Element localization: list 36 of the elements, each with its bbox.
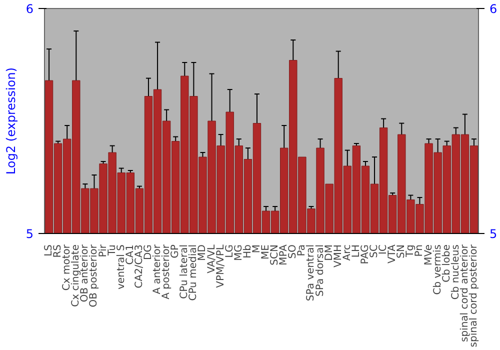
x-tick-label: SPa dorsal (314, 244, 326, 296)
x-tick-label: DM (324, 244, 335, 261)
x-tick-label: MVe (423, 244, 434, 266)
x-tick-label: Hb (242, 244, 254, 258)
x-tick-label: Cb vermis (432, 244, 444, 295)
x-tick-label: Pir (98, 244, 109, 258)
x-tick-label: VA/VL (206, 244, 218, 274)
y-axis-title: Log2 (expression) (4, 68, 18, 174)
x-tick-label: OB posterior (88, 244, 100, 308)
x-tick-label: VPM/VPL (215, 244, 226, 288)
x-tick-label: spinal cord posterior (468, 244, 480, 348)
x-tick-label: MD (197, 244, 208, 261)
y2-tick-label: 6 (490, 2, 498, 16)
x-tick-label: RS (52, 244, 64, 258)
x-tick-label: VMH (332, 244, 344, 268)
x-tick-label: Cb lobe (441, 244, 452, 282)
x-tick-label: spinal cord anterior (459, 244, 470, 342)
x-tick-label: CA1 (124, 244, 136, 265)
x-tick-label: Tg (405, 244, 416, 258)
x-tick-label: ventral S (116, 244, 127, 290)
x-tick-label: Tu (106, 244, 118, 256)
x-tick-label: PAG (360, 244, 371, 264)
x-tick-label: A posterior (161, 244, 172, 300)
x-tick-label: SPa ventral (306, 244, 317, 302)
y2-tick-label: 5 (490, 227, 498, 241)
x-tick-label: M (251, 244, 262, 254)
x-tick-label: Pn (414, 244, 426, 257)
x-tick-label: CA2/CA3 (134, 244, 145, 288)
x-tick-label: LG (224, 244, 236, 258)
x-tick-label: Pa (296, 244, 308, 256)
x-tick-label: LH (350, 244, 362, 258)
x-tick-label: GP (170, 244, 182, 258)
x-tick-label: MG (233, 244, 244, 261)
x-tick-label: DG (142, 244, 154, 260)
x-tick-label: Arc (342, 244, 353, 261)
x-tick-label: Cb nucleus (450, 244, 462, 300)
